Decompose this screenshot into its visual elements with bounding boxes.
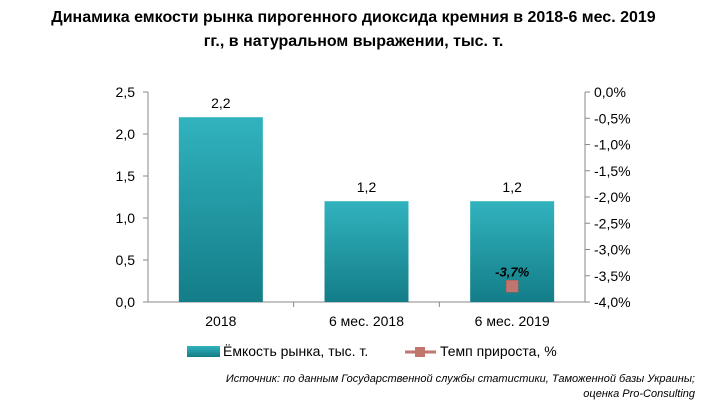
growth-data-label: -3,7% [495,264,529,279]
bar [178,117,263,302]
legend-line-marker [415,347,425,357]
y-tick-label-right: -1,5% [594,163,631,179]
legend-bar-label: Ёмкость рынка, тыс. т. [223,343,368,359]
legend-bar-swatch [187,346,220,357]
chart-title-line-1: Динамика емкости рынка пирогенного диокс… [51,9,656,26]
y-tick-label-left: 1,0 [116,210,136,226]
bar-data-label: 1,2 [357,179,377,195]
y-tick-label-left: 0,5 [116,252,136,268]
chart-title: Динамика емкости рынка пирогенного диокс… [0,6,707,54]
x-tick-label: 6 мес. 2018 [329,313,404,329]
y-tick-label-left: 1,5 [116,168,136,184]
y-tick-label-left: 0,0 [116,294,136,310]
y-tick-label-right: -3,5% [594,268,631,284]
y-tick-label-right: -2,0% [594,189,631,205]
bar-data-label: 2,2 [211,95,231,111]
y-tick-label-right: -2,5% [594,215,631,231]
x-tick-label: 6 мес. 2019 [475,313,550,329]
chart-title-line-2: гг., в натуральном выражении, тыс. т. [203,33,504,50]
source-note-line-1: Источник: по данным Государственной служ… [225,373,695,385]
x-tick-label: 2018 [205,313,236,329]
y-tick-label-left: 2,0 [116,126,136,142]
legend-line-label: Темп прироста, % [440,343,557,359]
y-tick-label-right: 0,0% [594,84,626,100]
growth-marker [505,280,519,293]
y-tick-label-right: -1,0% [594,137,631,153]
source-note-line-2: оценка Pro-Consulting [583,388,695,400]
y-tick-label-right: -0,5% [594,110,631,126]
y-tick-label-right: -4,0% [594,294,631,310]
source-note: Источник: по данным Государственной служ… [226,372,695,402]
y-tick-label-left: 2,5 [116,84,136,100]
bar-data-label: 1,2 [502,179,522,195]
bar [324,201,409,302]
y-tick-label-right: -3,0% [594,242,631,258]
